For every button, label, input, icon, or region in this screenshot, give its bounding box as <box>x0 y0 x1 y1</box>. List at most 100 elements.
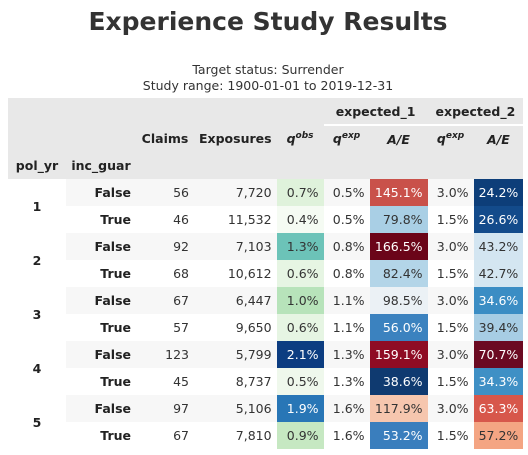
column-header-q-obs: qobs <box>276 125 324 152</box>
ae-2-cell: 24.2% <box>473 179 524 206</box>
ae-1-cell: 117.9% <box>369 395 428 422</box>
exposures-cell: 7,103 <box>194 233 277 260</box>
ae-1-cell: 53.2% <box>369 422 428 449</box>
exposures-cell: 6,447 <box>194 287 277 314</box>
header-empty <box>8 98 66 125</box>
q-obs-cell: 1.9% <box>276 395 324 422</box>
claims-cell: 92 <box>136 233 194 260</box>
q-obs-cell: 0.9% <box>276 422 324 449</box>
ae-2-cell: 42.7% <box>473 260 524 287</box>
q-exp-1-cell: 1.3% <box>323 368 370 395</box>
q-exp-1-cell: 1.6% <box>323 422 370 449</box>
table-row: True 46 11,532 0.4% 0.5% 79.8% 1.5% 26.6… <box>8 206 524 233</box>
ae-1-cell: 38.6% <box>369 368 428 395</box>
header-empty <box>323 152 370 179</box>
q-obs-cell: 1.0% <box>276 287 324 314</box>
header-row-index-names: pol_yr inc_guar <box>8 152 524 179</box>
pol-yr-cell: 3 <box>8 287 66 341</box>
q-obs-sup: obs <box>295 130 314 141</box>
header-empty <box>276 152 324 179</box>
column-header-ae-1: A/E <box>369 125 428 152</box>
q-obs-cell: 0.7% <box>276 179 324 206</box>
ae-2-cell: 39.4% <box>473 314 524 341</box>
claims-cell: 67 <box>136 422 194 449</box>
q-exp-sup: exp <box>341 131 361 142</box>
q-obs-cell: 0.4% <box>276 206 324 233</box>
ae-2-cell: 57.2% <box>473 422 524 449</box>
exposures-cell: 8,737 <box>194 368 277 395</box>
q-obs-base: q <box>286 131 296 147</box>
header-row-groups: expected_1 expected_2 <box>8 98 524 126</box>
ae-2-cell: 34.3% <box>473 368 524 395</box>
claims-cell: 68 <box>136 260 194 287</box>
group-header-expected-2: expected_2 <box>427 98 524 126</box>
q-exp-base: q <box>332 131 342 147</box>
inc-guar-cell: False <box>66 341 136 368</box>
index-name-pol-yr: pol_yr <box>8 152 66 179</box>
ae-2-cell: 43.2% <box>473 233 524 260</box>
ae-1-cell: 82.4% <box>369 260 428 287</box>
pol-yr-cell: 4 <box>8 341 66 395</box>
ae-1-cell: 56.0% <box>369 314 428 341</box>
inc-guar-cell: True <box>66 422 136 449</box>
inc-guar-cell: True <box>66 368 136 395</box>
results-table: expected_1 expected_2 Claims Exposures q… <box>8 98 524 449</box>
subtitle-study-range: Study range: 1900-01-01 to 2019-12-31 <box>142 78 394 93</box>
ae-1-cell: 159.1% <box>369 341 428 368</box>
header-empty <box>473 152 524 179</box>
inc-guar-cell: False <box>66 179 136 206</box>
claims-cell: 46 <box>136 206 194 233</box>
q-exp-1-cell: 0.5% <box>323 206 370 233</box>
table-row: True 57 9,650 0.6% 1.1% 56.0% 1.5% 39.4% <box>8 314 524 341</box>
ae-1-cell: 98.5% <box>369 287 428 314</box>
table-row: True 67 7,810 0.9% 1.6% 53.2% 1.5% 57.2% <box>8 422 524 449</box>
ae-1-cell: 145.1% <box>369 179 428 206</box>
inc-guar-cell: False <box>66 395 136 422</box>
table-row: 1 False 56 7,720 0.7% 0.5% 145.1% 3.0% 2… <box>8 179 524 233</box>
ae-2-cell: 70.7% <box>473 341 524 368</box>
ae-2-cell: 34.6% <box>473 287 524 314</box>
q-obs-cell: 1.3% <box>276 233 324 260</box>
pol-yr-cell: 1 <box>8 179 66 233</box>
q-exp-2-cell: 3.0% <box>427 341 474 368</box>
q-exp-1-cell: 1.1% <box>323 287 370 314</box>
ae-2-cell: 63.3% <box>473 395 524 422</box>
claims-cell: 97 <box>136 395 194 422</box>
subtitle-target-status: Target status: Surrender <box>192 62 344 77</box>
claims-cell: 56 <box>136 179 194 206</box>
table-row: True 68 10,612 0.6% 0.8% 82.4% 1.5% 42.7… <box>8 260 524 287</box>
q-exp-2-cell: 1.5% <box>427 368 474 395</box>
q-exp-1-cell: 0.8% <box>323 260 370 287</box>
q-obs-cell: 0.5% <box>276 368 324 395</box>
table-row: 3 False 67 6,447 1.0% 1.1% 98.5% 3.0% 34… <box>8 287 524 341</box>
header-empty <box>369 152 428 179</box>
q-obs-cell: 2.1% <box>276 341 324 368</box>
q-exp-2-cell: 3.0% <box>427 287 474 314</box>
header-row-columns: Claims Exposures qobs qexp A/E qexp A/E <box>8 125 524 152</box>
header-empty <box>8 125 66 152</box>
q-exp-2-cell: 3.0% <box>427 179 474 206</box>
table-row: 5 False 97 5,106 1.9% 1.6% 117.9% 3.0% 6… <box>8 395 524 449</box>
exposures-cell: 5,106 <box>194 395 277 422</box>
exposures-cell: 5,799 <box>194 341 277 368</box>
inc-guar-cell: False <box>66 233 136 260</box>
q-exp-1-cell: 0.5% <box>323 179 370 206</box>
ae-1-cell: 166.5% <box>369 233 428 260</box>
column-header-q-exp-2: qexp <box>427 125 474 152</box>
q-exp-1-cell: 0.8% <box>323 233 370 260</box>
column-header-q-exp-1: qexp <box>323 125 370 152</box>
header-empty <box>194 98 277 125</box>
column-header-claims: Claims <box>136 125 194 152</box>
inc-guar-cell: True <box>66 260 136 287</box>
exposures-cell: 10,612 <box>194 260 277 287</box>
q-exp-2-cell: 1.5% <box>427 206 474 233</box>
ae-2-cell: 26.6% <box>473 206 524 233</box>
q-exp-1-cell: 1.6% <box>323 395 370 422</box>
exposures-cell: 11,532 <box>194 206 277 233</box>
exposures-cell: 9,650 <box>194 314 277 341</box>
pol-yr-cell: 5 <box>8 395 66 449</box>
column-header-ae-2: A/E <box>473 125 524 152</box>
q-obs-cell: 0.6% <box>276 314 324 341</box>
q-exp-2-cell: 3.0% <box>427 395 474 422</box>
